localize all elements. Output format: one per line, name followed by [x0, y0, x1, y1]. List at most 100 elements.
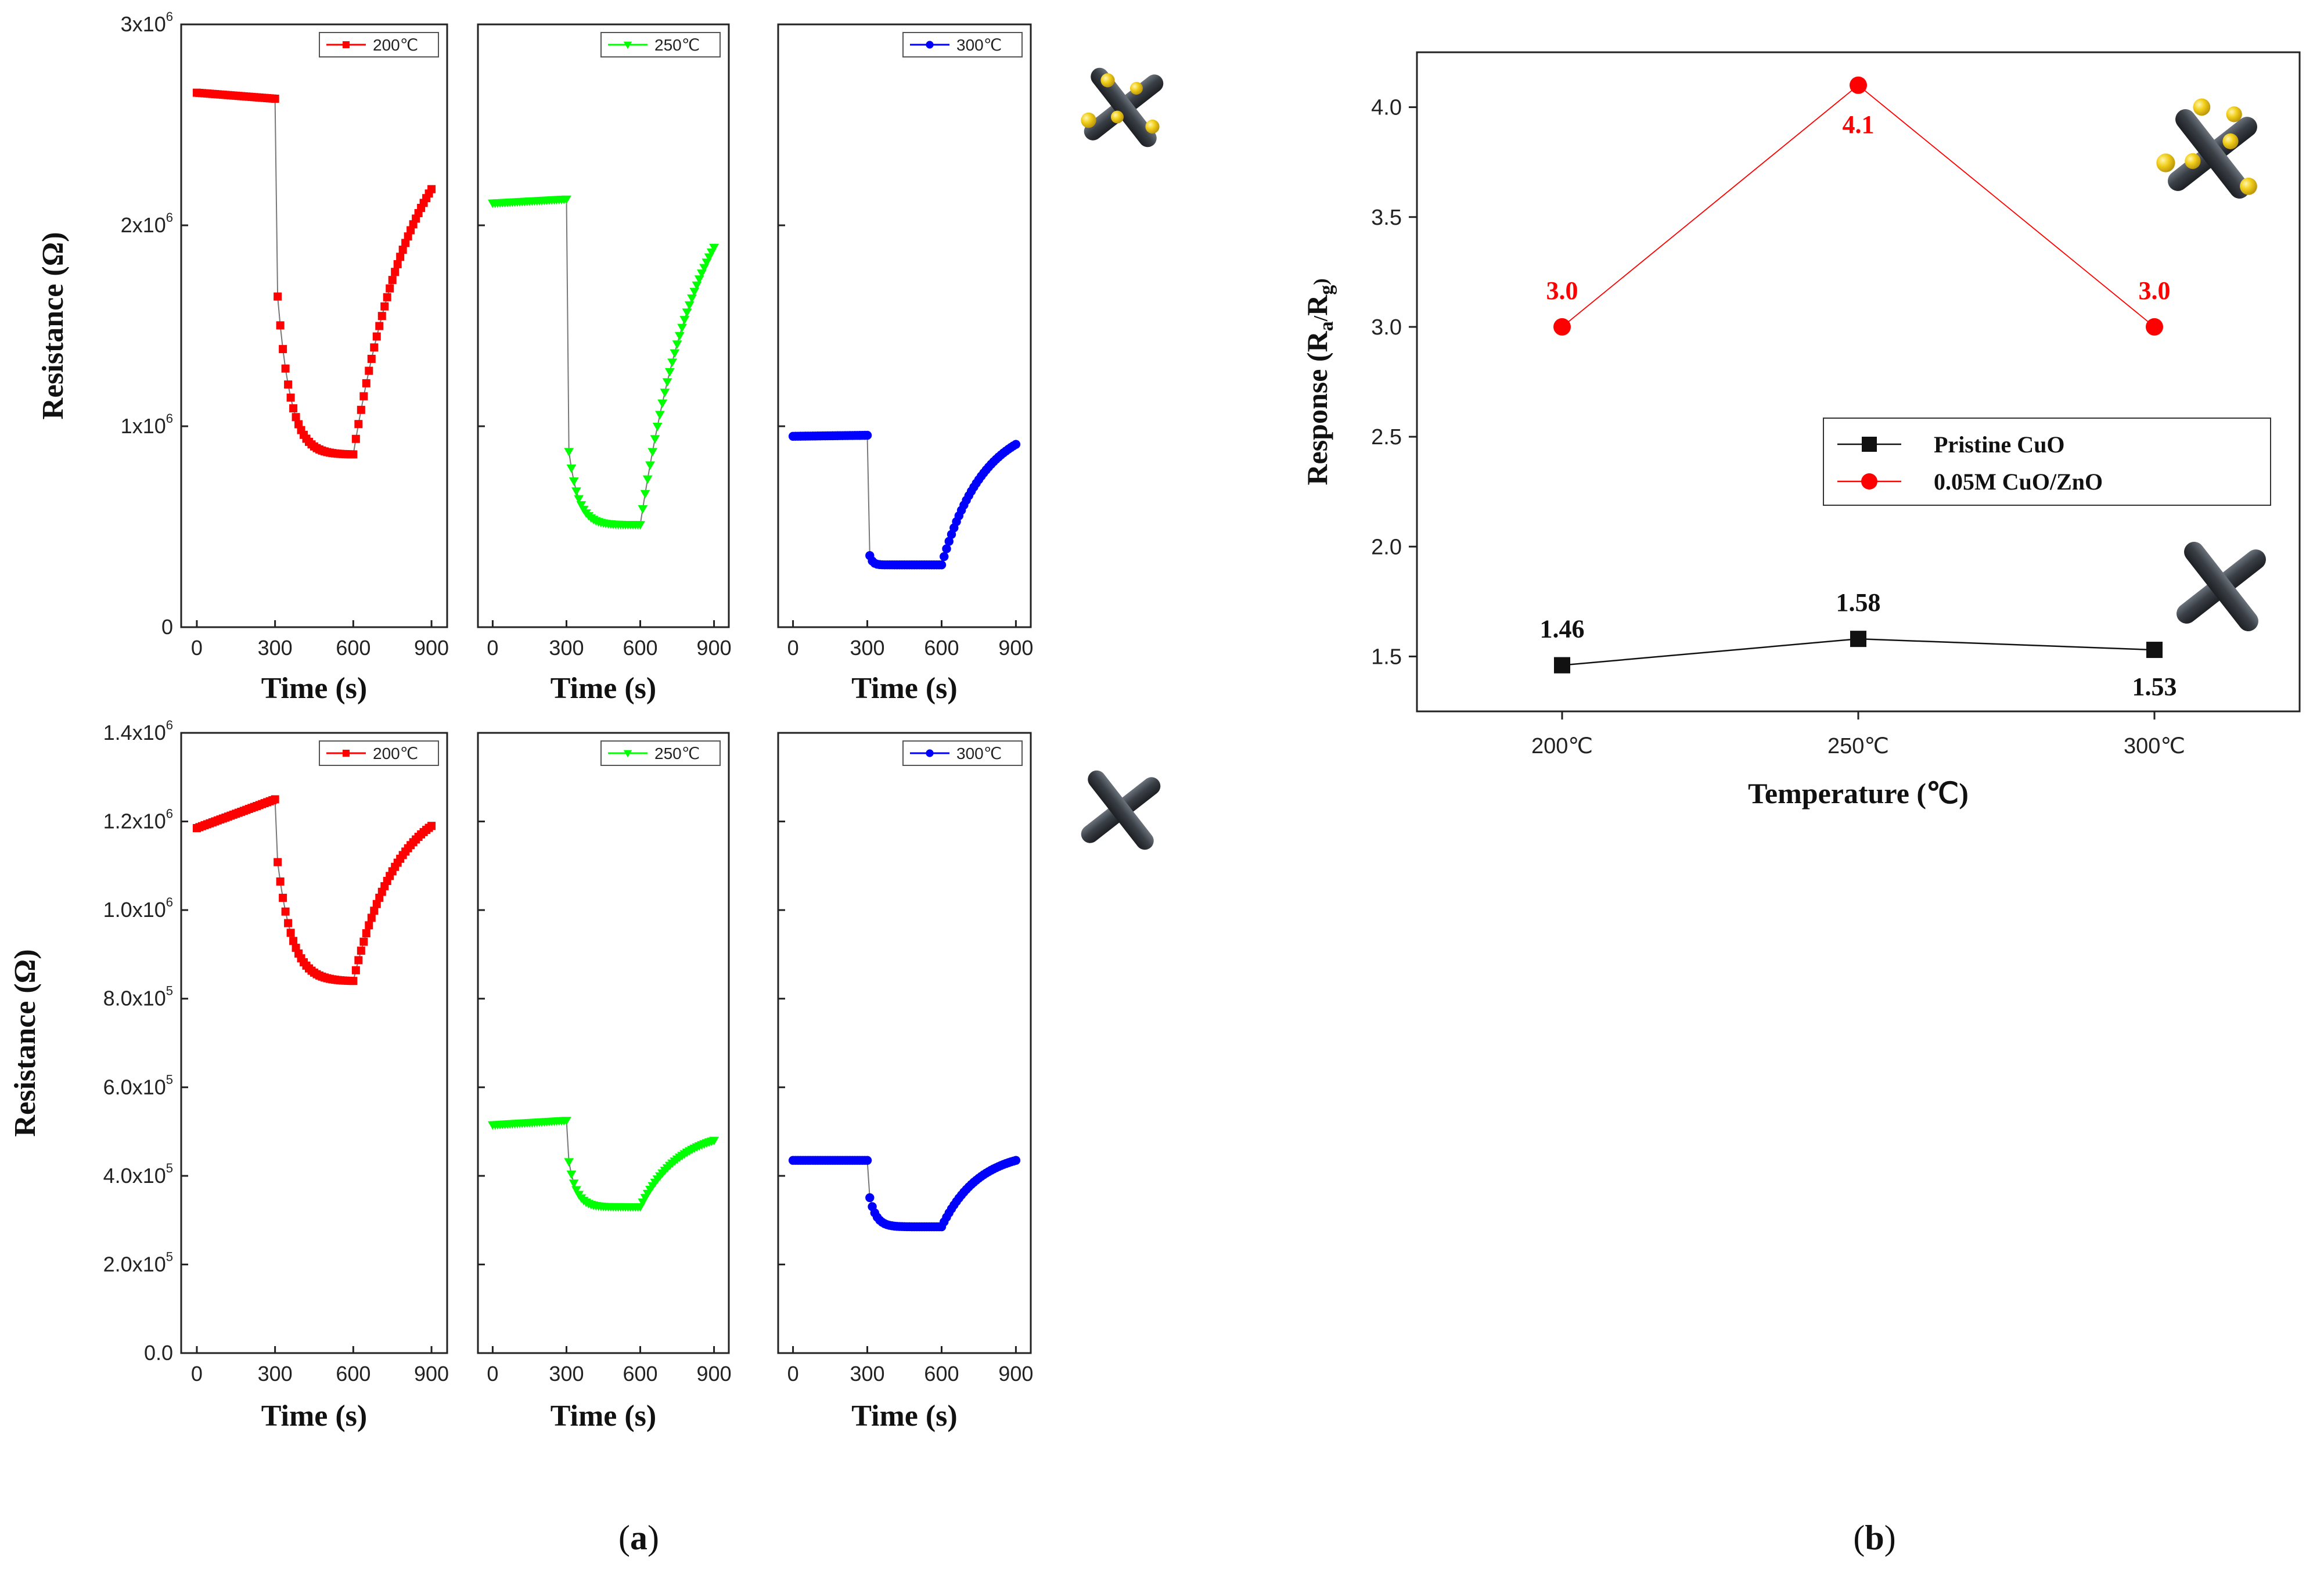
y-tick-label: 3.0: [1371, 315, 1402, 340]
data-point: [635, 521, 645, 530]
data-point: [709, 243, 719, 253]
legend-label: 200℃: [373, 36, 418, 54]
x-axis-label: Temperature (℃): [1748, 777, 1969, 810]
data-point: [427, 185, 436, 193]
legend-marker: [926, 41, 934, 49]
legend-label: 250℃: [654, 36, 700, 54]
x-tick-label: 200℃: [1531, 734, 1593, 758]
data-point: [383, 293, 391, 301]
y-tick-label: 4.0x105: [103, 1161, 173, 1188]
data-point: [564, 1158, 574, 1167]
plot-frame: [777, 23, 1032, 628]
data-point: [647, 448, 658, 457]
data-point: [279, 894, 287, 902]
x-tick-label: 0: [487, 1362, 498, 1386]
data-point: [1553, 318, 1571, 336]
data-point: [1011, 440, 1021, 449]
data-point: [289, 937, 298, 945]
data-point: [562, 195, 571, 204]
data-point: [571, 1186, 581, 1195]
plot-frame: [180, 23, 448, 628]
y-axis-label: Resistance (Ω): [9, 949, 42, 1136]
data-point: [862, 430, 872, 440]
data-point: [370, 343, 379, 352]
x-axis-label: Time (s): [851, 1400, 957, 1433]
data-point: [709, 1136, 719, 1146]
y-tick-label: 0.0: [144, 1341, 173, 1365]
data-label: 1.46: [1540, 615, 1585, 643]
y-tick-label: 2.0x105: [103, 1249, 173, 1276]
data-point: [279, 345, 287, 354]
data-point: [569, 477, 579, 486]
plot-frame: [777, 732, 1032, 1354]
legend-label: 300℃: [956, 744, 1002, 762]
data-point: [276, 877, 285, 886]
data-point: [359, 937, 368, 946]
resistance-chart-a-bottom-200: 0 300 600 900 0.0 2.0x105 4.0x105 6.0x105 8.0x10…: [9, 718, 449, 1433]
data-point: [367, 354, 376, 363]
data-point: [396, 253, 405, 261]
y-tick-label: 2.0: [1371, 535, 1402, 559]
legend-box: [1823, 418, 2271, 506]
data-point: [640, 490, 650, 499]
legend-marker: [623, 41, 632, 49]
resistance-chart-a-top-250: 0 300 600 900 250℃ Time (s): [477, 23, 732, 705]
data-point: [388, 276, 397, 285]
y-tick-label: 6.0x105: [103, 1072, 173, 1099]
x-tick-label: 300: [549, 1362, 584, 1386]
nanorods-icon: [2172, 538, 2270, 635]
data-point: [562, 1117, 571, 1125]
x-tick-label: 0: [487, 636, 498, 660]
x-axis-label: Time (s): [261, 672, 367, 705]
data-point: [865, 1193, 875, 1203]
data-point: [655, 411, 665, 420]
data-point: [284, 919, 293, 927]
data-point: [362, 379, 370, 387]
data-point: [677, 323, 687, 333]
resistance-chart-a-bottom-300: 0 300 600 900 300℃ Time (s): [777, 732, 1033, 1433]
data-point: [642, 475, 653, 484]
data-label: 1.53: [2132, 672, 2177, 701]
data-point: [349, 977, 358, 985]
x-tick-label: 300: [850, 1362, 884, 1386]
data-point: [566, 1170, 577, 1179]
data-point: [351, 966, 360, 974]
data-point: [1850, 76, 1867, 94]
y-tick-label: 1x106: [121, 411, 173, 438]
x-tick-label: 300: [258, 1362, 293, 1386]
data-point: [286, 929, 295, 937]
y-tick-label: 2.5: [1371, 425, 1402, 449]
data-point: [576, 501, 587, 510]
nanorods-with-particles-icon: [2156, 98, 2261, 203]
data-point: [670, 349, 680, 358]
data-point: [566, 464, 577, 473]
y-tick-label: 8.0x105: [103, 984, 173, 1010]
data-label: 1.58: [1836, 588, 1881, 617]
legend-marker: [926, 749, 934, 757]
data-point: [674, 332, 685, 341]
legend-label: 250℃: [654, 744, 700, 762]
legend-marker: [343, 41, 350, 48]
x-tick-label: 600: [623, 1362, 657, 1386]
legend-label: Pristine CuO: [1934, 431, 2065, 458]
x-tick-label: 600: [336, 636, 370, 660]
data-point: [401, 239, 410, 247]
y-tick-label: 2x106: [121, 210, 173, 237]
data-point: [672, 340, 682, 349]
x-tick-label: 600: [623, 636, 657, 660]
legend-marker: [343, 750, 350, 757]
series-line: [492, 1120, 714, 1208]
panel-a-label: (a): [618, 1519, 659, 1557]
x-tick-label: 900: [697, 636, 732, 660]
x-axis-label: Time (s): [851, 672, 957, 705]
data-point: [276, 321, 285, 330]
data-point: [645, 461, 655, 470]
y-tick-label: 1.0x106: [103, 895, 173, 922]
data-point: [357, 405, 365, 414]
data-point: [362, 929, 370, 938]
data-point: [682, 308, 692, 317]
x-tick-label: 0: [191, 636, 203, 660]
y-tick-label: 0: [161, 615, 173, 639]
data-point: [292, 413, 300, 422]
legend-marker: [1861, 473, 1877, 490]
